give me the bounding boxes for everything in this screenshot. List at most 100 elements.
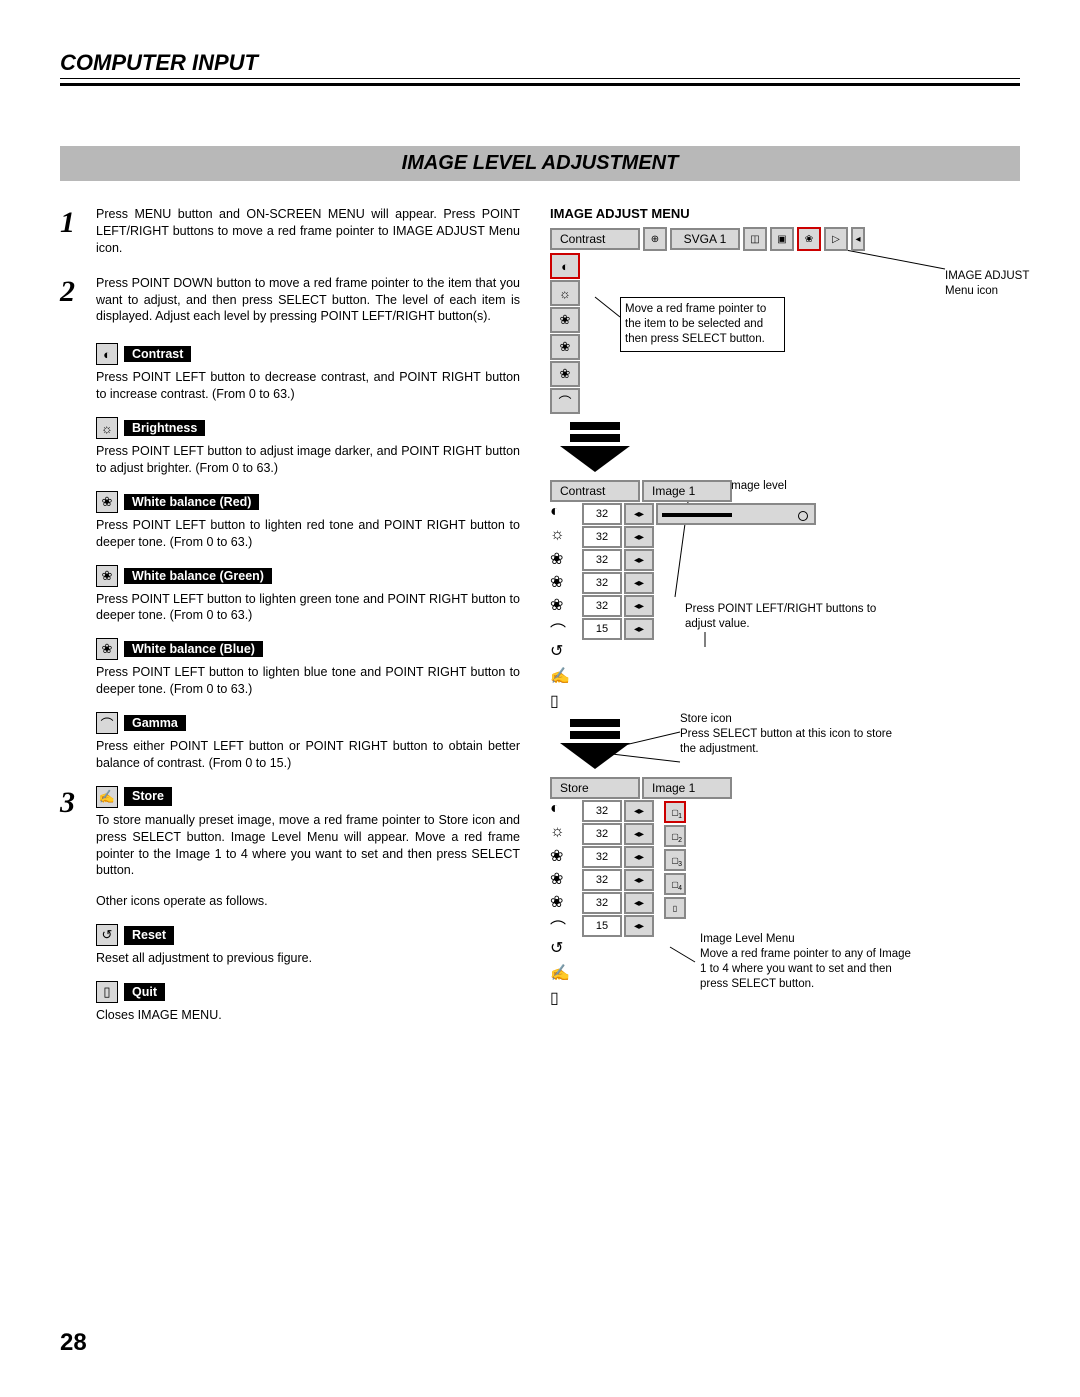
m2-ic1[interactable]: ☼ — [550, 526, 580, 548]
quit-icon: ▯ — [96, 981, 118, 1003]
menu1-b5[interactable]: ◂ — [851, 227, 865, 251]
sub-store: ✍ Store — [96, 786, 520, 808]
m3-ic5[interactable]: ⌒ — [550, 915, 580, 937]
m2-ti2[interactable]: ▯ — [550, 691, 580, 715]
m3-ic1[interactable]: ☼ — [550, 823, 580, 845]
menu1-b3[interactable]: ❀ — [797, 227, 821, 251]
anno2: Move a red frame pointer to the item to … — [620, 297, 785, 352]
sub-wbgreen: ❀ White balance (Green) — [96, 565, 520, 587]
menu3-rows: ◐32◂▸ ☼32◂▸ ❀32◂▸ ❀32◂▸ ❀32◂▸ ⌒15◂▸ ↺ ✍ … — [550, 799, 654, 1012]
menu2: Contrast Image 1 ◐32◂▸ ☼32◂▸ ❀32◂▸ ❀32◂▸… — [550, 480, 980, 715]
lv4[interactable]: ▢4 — [664, 873, 686, 895]
m2-ti1[interactable]: ✍ — [550, 666, 580, 690]
m2-v2: 32 — [582, 549, 622, 571]
m3-a1[interactable]: ◂▸ — [624, 823, 654, 845]
m3-ic2[interactable]: ❀ — [550, 846, 580, 868]
m2-ic4[interactable]: ❀ — [550, 595, 580, 617]
reset-label: Reset — [124, 926, 174, 945]
menu1-ic1[interactable]: ☼ — [550, 280, 580, 306]
m2-a1[interactable]: ◂▸ — [624, 526, 654, 548]
step-num-1: 1 — [60, 206, 84, 257]
menu2-r1: ☼32◂▸ — [550, 526, 980, 548]
menu3-label: Store — [550, 777, 640, 799]
m3-ic0[interactable]: ◐ — [550, 800, 580, 822]
m2-ic5[interactable]: ⌒ — [550, 618, 580, 640]
m3-ic4[interactable]: ❀ — [550, 892, 580, 914]
m2-a0[interactable]: ◂▸ — [624, 503, 654, 525]
store-label: Store — [124, 787, 172, 806]
menu1-b2[interactable]: ▣ — [770, 227, 794, 251]
menu2-image: Image 1 — [642, 480, 732, 502]
lv3[interactable]: ▢3 — [664, 849, 686, 871]
reset-desc: Reset all adjustment to previous figure. — [96, 950, 520, 967]
step-num-3: 3 — [60, 786, 84, 1024]
menu1-ic4[interactable]: ❀ — [550, 361, 580, 387]
right-title: IMAGE ADJUST MENU — [550, 206, 980, 221]
m2-v5: 15 — [582, 618, 622, 640]
menu1-ic5[interactable]: ⌒ — [550, 388, 580, 414]
m3-v3: 32 — [582, 869, 622, 891]
m2-ic0[interactable]: ◐ — [550, 503, 580, 525]
lv1[interactable]: ▢1 — [664, 801, 686, 823]
m3-v4: 32 — [582, 892, 622, 914]
lv2[interactable]: ▢2 — [664, 825, 686, 847]
step-1: 1 Press MENU button and ON-SCREEN MENU w… — [60, 206, 520, 257]
banner-title: IMAGE LEVEL ADJUSTMENT — [60, 146, 1020, 181]
lv5[interactable]: ▯ — [664, 897, 686, 919]
anno6: Image Level Menu Move a red frame pointe… — [700, 932, 920, 992]
brightness-label: Brightness — [124, 420, 205, 436]
menu2-label: Contrast — [550, 480, 640, 502]
contrast-label: Contrast — [124, 346, 191, 362]
quit-label: Quit — [124, 983, 165, 1002]
m3-a0[interactable]: ◂▸ — [624, 800, 654, 822]
m3-a3[interactable]: ◂▸ — [624, 869, 654, 891]
m3-a4[interactable]: ◂▸ — [624, 892, 654, 914]
other-text: Other icons operate as follows. — [96, 893, 520, 910]
anno5: Store icon Press SELECT button at this i… — [680, 712, 900, 757]
m2-ic2[interactable]: ❀ — [550, 549, 580, 571]
m2-v3: 32 — [582, 572, 622, 594]
m3-ic3[interactable]: ❀ — [550, 869, 580, 891]
m2-ti0[interactable]: ↺ — [550, 641, 580, 665]
sub-wbred: ❀ White balance (Red) — [96, 491, 520, 513]
store-icon: ✍ — [96, 786, 118, 808]
m3-a2[interactable]: ◂▸ — [624, 846, 654, 868]
menu1-b4[interactable]: ▷ — [824, 227, 848, 251]
menu1-ic3[interactable]: ❀ — [550, 334, 580, 360]
menu1-input-icon[interactable]: ⊕ — [643, 227, 667, 251]
m3-ti0[interactable]: ↺ — [550, 938, 580, 962]
contrast-desc: Press POINT LEFT button to decrease cont… — [96, 369, 520, 403]
m2-ic3[interactable]: ❀ — [550, 572, 580, 594]
reset-icon: ↺ — [96, 924, 118, 946]
m2-slider[interactable] — [656, 503, 816, 525]
wbred-icon: ❀ — [96, 491, 118, 513]
menu1-ic2[interactable]: ❀ — [550, 307, 580, 333]
wbred-desc: Press POINT LEFT button to lighten red t… — [96, 517, 520, 551]
menu1-b1[interactable]: ◫ — [743, 227, 767, 251]
store-desc: To store manually preset image, move a r… — [96, 812, 520, 880]
m2-v4: 32 — [582, 595, 622, 617]
sub-reset: ↺ Reset — [96, 924, 520, 946]
m3-a5[interactable]: ◂▸ — [624, 915, 654, 937]
m2-a3[interactable]: ◂▸ — [624, 572, 654, 594]
wbgreen-desc: Press POINT LEFT button to lighten green… — [96, 591, 520, 625]
step-2-text: Press POINT DOWN button to move a red fr… — [96, 275, 520, 326]
m3-v0: 32 — [582, 800, 622, 822]
menu2-r3: ❀32◂▸ — [550, 572, 980, 594]
m2-a5[interactable]: ◂▸ — [624, 618, 654, 640]
left-column: 1 Press MENU button and ON-SCREEN MENU w… — [60, 206, 520, 1227]
arrow1 — [550, 422, 640, 472]
m3-ti1[interactable]: ✍ — [550, 963, 580, 987]
m2-a4[interactable]: ◂▸ — [624, 595, 654, 617]
gamma-label: Gamma — [124, 715, 186, 731]
m3-ti2[interactable]: ▯ — [550, 988, 580, 1012]
m2-a2[interactable]: ◂▸ — [624, 549, 654, 571]
menu1-ic0[interactable]: ◐ — [550, 253, 580, 279]
arrow2 — [550, 719, 640, 769]
m3-v5: 15 — [582, 915, 622, 937]
section-title: COMPUTER INPUT — [60, 50, 1020, 86]
menu2-r2: ❀32◂▸ — [550, 549, 980, 571]
menu1-iconcol: ◐ ☼ ❀ ❀ ❀ ⌒ — [550, 253, 580, 414]
m3-v2: 32 — [582, 846, 622, 868]
step-2: 2 Press POINT DOWN button to move a red … — [60, 275, 520, 326]
